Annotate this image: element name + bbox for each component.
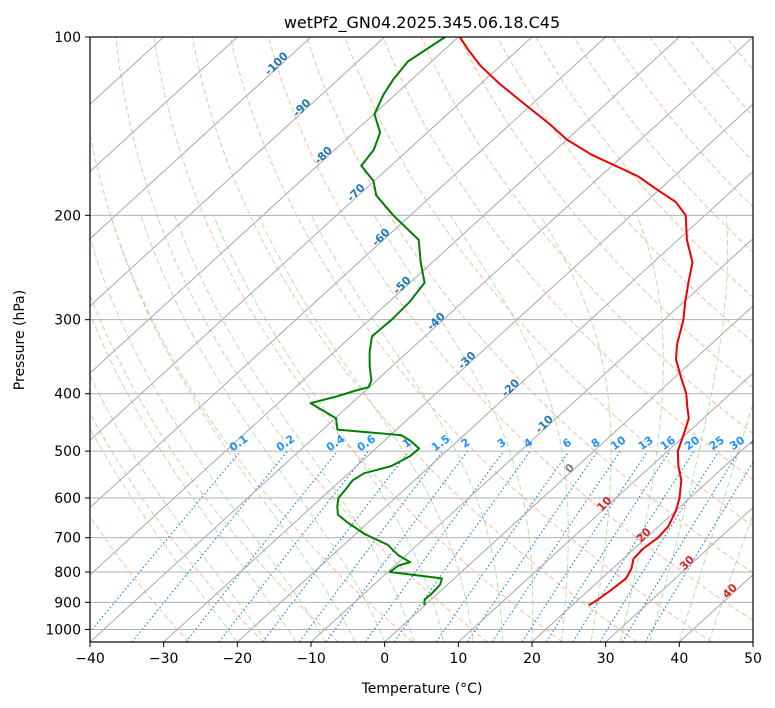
y-tick-label: 900 [54,595,81,611]
dry-adiabat [90,515,190,642]
x-tick-label: 0 [380,651,389,667]
skewed-isotherm [605,506,753,642]
moist-adiabat [90,312,297,642]
x-tick-label: 50 [744,651,762,667]
moist-adiabat [174,215,415,642]
dewpoint-line [309,37,446,606]
y-axis-title: Pressure (hPa) [12,290,28,390]
x-tick-label: −10 [296,651,326,667]
moist-adiabat [708,513,753,642]
mixing-ratio-line [90,450,242,633]
moist-adiabat [140,215,386,642]
skewed-isotherm [90,37,533,442]
y-tick-label: 700 [54,531,81,547]
moist-adiabat [310,215,503,642]
mixing-ratio-line [466,450,599,642]
dry-adiabat [649,37,753,163]
moist-adiabat [110,215,356,642]
mixing-ratio-line [393,450,531,642]
moist-adiabat [649,215,729,642]
plot-frame [89,36,754,643]
skewed-isotherm [236,170,753,642]
dry-adiabat [306,37,753,574]
dry-adiabat [458,37,753,389]
moist-adiabat [90,374,268,642]
skewed-isotherm [531,439,753,642]
dry-adiabat [268,37,753,622]
dry-adiabat [115,37,488,642]
y-tick-label: 800 [54,565,81,581]
moist-adiabat [539,215,612,642]
skewed-isotherm [457,372,753,642]
y-tick-label: 300 [54,313,81,329]
y-tick-label: 200 [54,208,81,224]
mixing-ratio-line [599,450,720,642]
x-tick-label: 40 [670,651,688,667]
skewed-isotherm [90,37,238,173]
y-tick-label: 100 [54,30,81,46]
mixing-ratio-line [262,450,410,642]
x-tick-label: −20 [223,651,253,667]
dry-adiabat [344,37,753,527]
skewed-isotherm [384,305,753,642]
y-tick-label: 500 [54,444,81,460]
moist-adiabat [90,236,327,642]
y-tick-label: 400 [54,387,81,403]
skewed-isotherm [310,237,753,642]
x-tick-label: 10 [449,651,467,667]
dry-adiabat [229,37,712,642]
moist-adiabat [374,215,534,642]
moist-adiabat [257,215,474,642]
mixing-ratio-line [644,461,753,642]
dry-adiabat [90,293,339,642]
mixing-ratio-line [572,450,695,642]
x-tick-label: −30 [149,651,179,667]
mixing-ratio-line [185,450,339,642]
moist-adiabat [90,427,238,642]
dry-adiabat [191,37,638,642]
moist-adiabat [450,215,569,642]
dry-adiabat [535,37,753,298]
skewed-isotherm [90,37,312,240]
mixing-ratio-line [364,450,505,642]
temperature-line [458,37,694,607]
skewed-isotherm [90,37,753,642]
chart-title: wetPf2_GN04.2025.345.06.18.C45 [284,13,560,33]
mixing-ratio-line [545,450,671,642]
x-axis-title: Temperature (°C) [361,681,483,697]
x-tick-label: 30 [597,651,615,667]
mixing-ratio-line [131,450,289,642]
dry-adiabat [90,131,414,642]
moist-adiabat [212,215,445,642]
y-tick-label: 600 [54,491,81,507]
skewed-isotherm [90,37,386,307]
skewed-isotherm [163,103,753,642]
mixing-ratio-line [218,450,369,642]
dry-adiabat [496,37,753,344]
mixing-ratio-label: 36 [748,433,768,453]
skewed-isotherm [90,37,459,374]
moist-adiabat [678,401,753,642]
x-tick-label: 20 [523,651,541,667]
moist-adiabat [619,215,664,642]
x-tick-label: −40 [75,651,105,667]
dry-adiabat [611,37,753,208]
skewed-isotherm [90,37,607,509]
y-tick-label: 1000 [45,622,81,638]
skewed-isotherm [90,37,680,576]
dry-adiabat [382,37,753,481]
